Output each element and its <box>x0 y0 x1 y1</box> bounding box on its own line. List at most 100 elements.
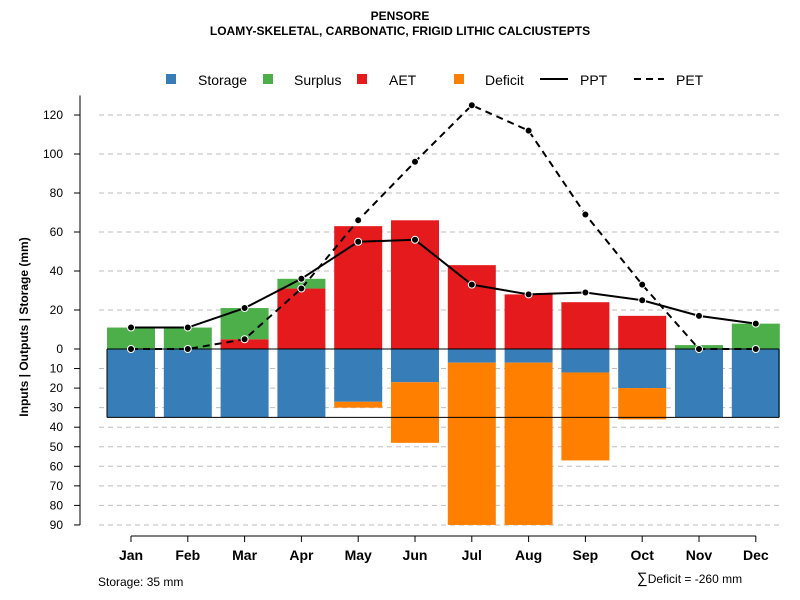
y-tick-label: 70 <box>50 479 64 493</box>
ppt-point <box>695 311 703 320</box>
x-tick-label: Apr <box>289 547 314 563</box>
legend-storage-swatch <box>166 74 176 84</box>
x-tick-label: Mar <box>232 547 257 563</box>
y-tick-label: 60 <box>50 225 64 239</box>
deficit-bar <box>618 388 667 420</box>
aet-bar <box>561 302 610 349</box>
pet-point <box>297 284 306 293</box>
x-tick-label: Jan <box>119 547 143 563</box>
legend-deficit-swatch <box>454 74 464 84</box>
pet-point <box>411 157 419 166</box>
deficit-note: ∑Deficit = -260 mm <box>637 570 742 587</box>
aet-bar <box>220 339 269 349</box>
legend-storage-label: Storage <box>198 72 247 88</box>
storage-bar <box>504 349 553 363</box>
storage-bar <box>277 349 326 418</box>
deficit-bar <box>391 382 439 443</box>
ppt-point <box>240 304 249 313</box>
x-tick-label: Aug <box>515 547 542 563</box>
ppt-point <box>638 296 647 305</box>
ppt-point <box>297 274 306 283</box>
pet-point <box>240 335 249 344</box>
y-axis-label: Inputs | Outputs | Storage (mm) <box>17 237 31 416</box>
y-tick-label: 120 <box>43 108 63 122</box>
ppt-point <box>127 323 135 332</box>
pet-point <box>524 126 533 135</box>
pet-line <box>131 104 756 350</box>
ppt-point <box>467 280 476 289</box>
pet-point <box>695 345 703 353</box>
aet-bar <box>277 288 326 349</box>
x-tick-label: Sep <box>573 547 599 563</box>
storage-bar <box>618 349 667 389</box>
deficit-note-text: Deficit = -260 mm <box>647 572 743 586</box>
ppt-point <box>411 235 419 244</box>
ppt-point <box>524 290 533 299</box>
y-tick-label: 20 <box>50 303 64 317</box>
pet-point <box>751 345 760 353</box>
y-tick-label: 0 <box>56 342 63 356</box>
pet-point <box>183 345 192 353</box>
x-tick-label: Jul <box>462 547 482 563</box>
deficit-bar <box>334 401 383 408</box>
pet-point <box>467 101 476 110</box>
pet-point <box>354 216 363 225</box>
pet-point <box>127 345 135 353</box>
aet-bar <box>447 265 496 349</box>
chart-title: PENSORE <box>370 9 430 23</box>
pet-point <box>638 280 647 289</box>
y-tick-label: 20 <box>50 381 64 395</box>
sum-icon: ∑ <box>637 570 648 587</box>
surplus-bar <box>731 323 780 349</box>
legend-aet-label: AET <box>389 72 417 88</box>
legend-ppt-label: PPT <box>580 72 608 88</box>
y-tick-label: 80 <box>50 498 64 512</box>
legend-pet-label: PET <box>676 72 704 88</box>
x-tick-label: Nov <box>686 547 713 563</box>
x-tick-label: Dec <box>743 547 769 563</box>
y-tick-label: 50 <box>50 440 64 454</box>
surplus-bar <box>277 278 326 289</box>
storage-bar <box>731 349 780 418</box>
y-tick-label: 40 <box>50 264 64 278</box>
y-tick-label: 10 <box>50 362 64 376</box>
aet-bar <box>504 294 553 349</box>
storage-note: Storage: 35 mm <box>98 575 184 589</box>
storage-bar <box>391 349 439 383</box>
surplus-bar <box>163 327 212 349</box>
x-tick-label: Feb <box>175 547 200 563</box>
chart-subtitle: LOAMY-SKELETAL, CARBONATIC, FRIGID LITHI… <box>209 24 591 38</box>
deficit-bar <box>561 372 610 461</box>
aet-bar <box>334 226 383 349</box>
y-tick-label: 40 <box>50 420 64 434</box>
storage-bar <box>675 349 723 418</box>
y-tick-label: 60 <box>50 459 64 473</box>
deficit-bar <box>504 362 553 525</box>
storage-bar <box>163 349 212 418</box>
legend-deficit-label: Deficit <box>485 72 524 88</box>
storage-bar <box>220 349 269 418</box>
y-tick-label: 80 <box>50 186 64 200</box>
aet-bar <box>618 315 667 349</box>
storage-bar <box>561 349 610 373</box>
deficit-bar <box>447 362 496 525</box>
legend-aet-swatch <box>357 74 367 84</box>
legend-surplus-swatch <box>263 74 273 84</box>
ppt-line <box>131 238 756 329</box>
storage-bar <box>107 349 155 418</box>
storage-bar <box>447 349 496 363</box>
storage-bar <box>334 349 383 402</box>
y-tick-label: 30 <box>50 401 64 415</box>
legend-surplus-label: Surplus <box>294 72 341 88</box>
ppt-point <box>354 237 363 246</box>
x-tick-label: Oct <box>631 547 655 563</box>
pet-point <box>581 210 590 219</box>
surplus-bar <box>107 327 155 349</box>
x-tick-label: May <box>345 547 372 563</box>
y-tick-label: 100 <box>43 147 63 161</box>
ppt-point <box>183 323 192 332</box>
ppt-point <box>581 288 590 297</box>
ppt-point <box>751 319 760 328</box>
y-tick-label: 90 <box>50 518 64 532</box>
